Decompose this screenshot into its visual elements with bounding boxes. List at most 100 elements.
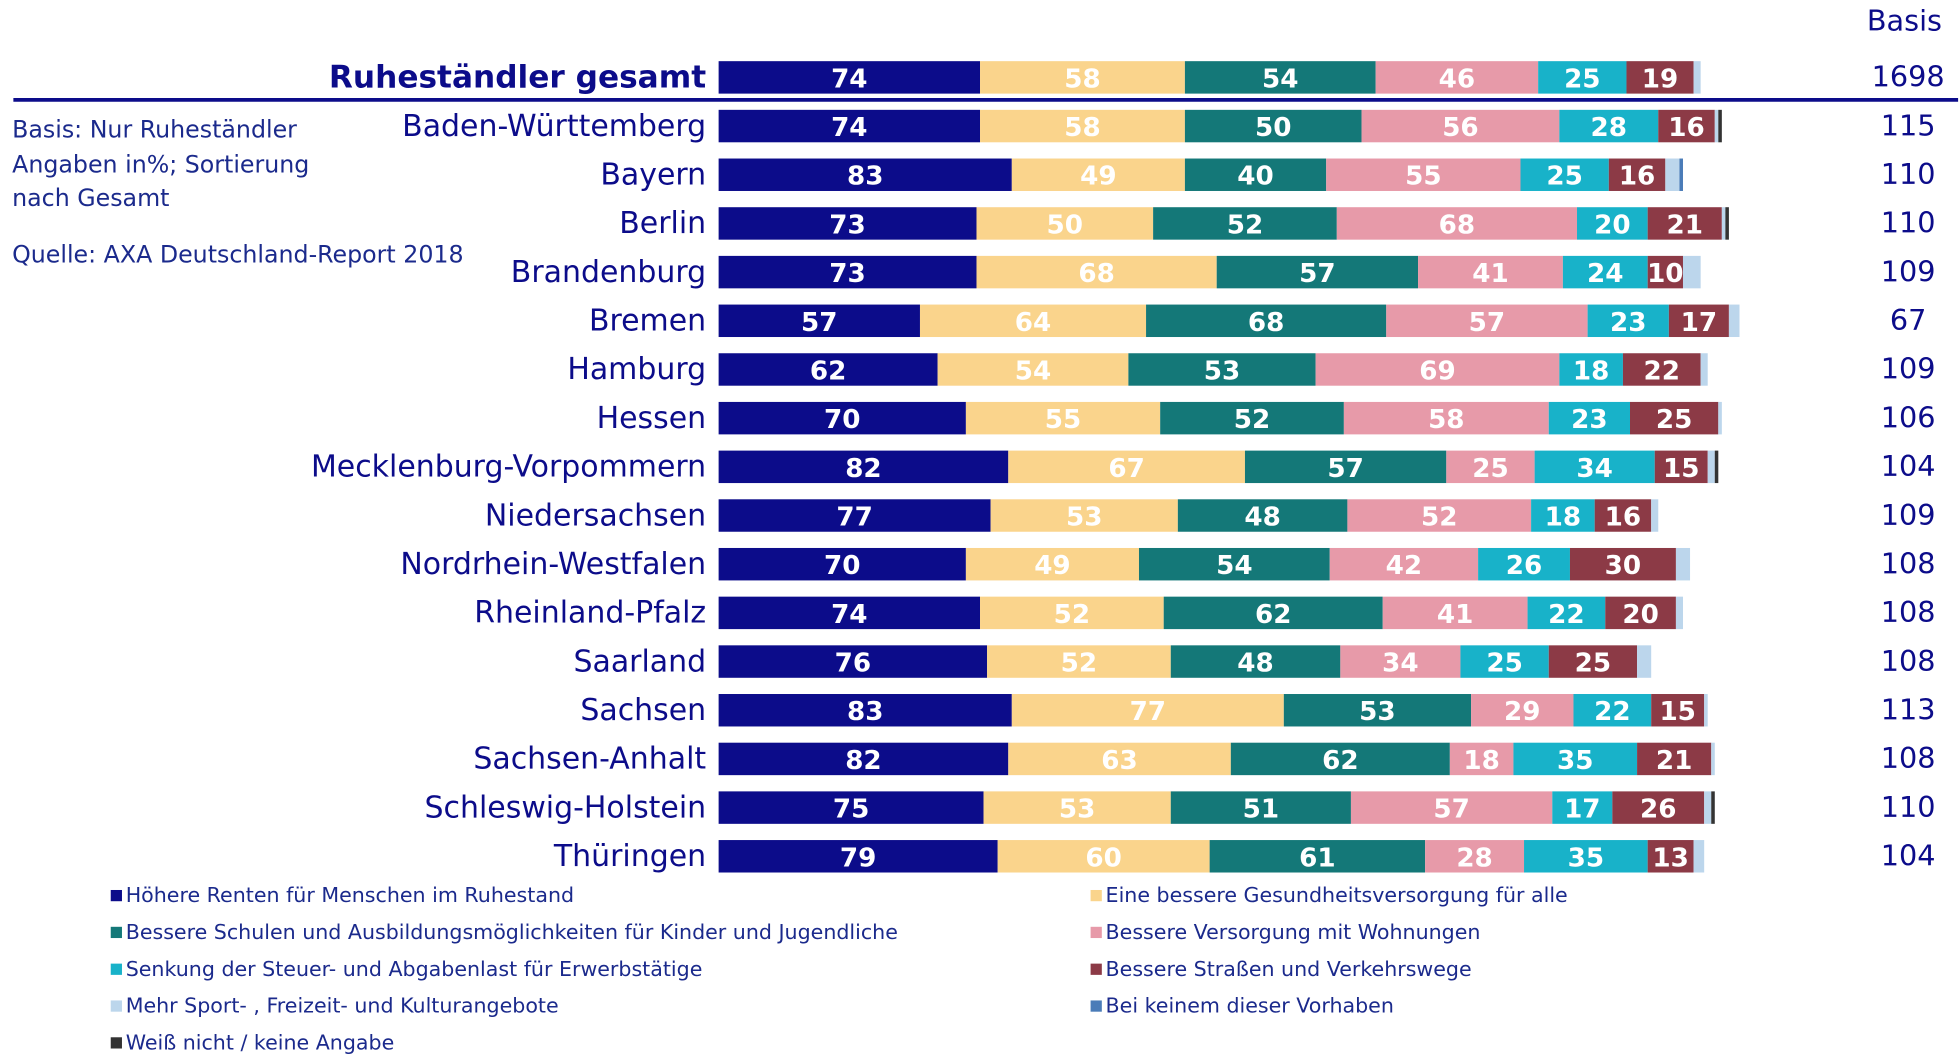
- bar-segment: [1230, 742, 1450, 776]
- value-label: 52: [1227, 210, 1263, 240]
- value-label: 62: [1322, 746, 1358, 776]
- bar-segment: [1128, 353, 1316, 386]
- basis-value: 110: [1881, 157, 1936, 191]
- bar-segment: [1728, 304, 1740, 338]
- value-label: 77: [836, 503, 872, 533]
- value-label: 54: [1262, 64, 1298, 94]
- value-label: 28: [1456, 843, 1492, 873]
- value-label: 73: [829, 259, 865, 289]
- value-label: 53: [1359, 697, 1395, 727]
- value-label: 79: [840, 843, 876, 873]
- basis-value: 108: [1881, 644, 1936, 678]
- value-label: 24: [1587, 259, 1623, 289]
- bar-segment: [1343, 401, 1549, 435]
- bar-segment: [1714, 450, 1719, 484]
- value-label: 48: [1237, 649, 1273, 679]
- value-label: 56: [1442, 113, 1478, 143]
- bar-segment: [1704, 791, 1712, 824]
- value-label: 16: [1605, 503, 1641, 533]
- bar-segment: [1651, 499, 1659, 532]
- legend-label: Weiß nicht / keine Angabe: [126, 1031, 395, 1055]
- legend-swatch: [1090, 889, 1102, 902]
- value-label: 70: [824, 405, 860, 435]
- value-label: 77: [1130, 697, 1166, 727]
- note: Quelle: AXA Deutschland-Report 2018: [12, 240, 463, 268]
- basis-value: 115: [1881, 108, 1936, 142]
- bar-segment: [965, 401, 1161, 435]
- basis-value: 106: [1881, 400, 1936, 434]
- value-label: 58: [1064, 113, 1100, 143]
- bar-segment: [1675, 547, 1691, 581]
- bar-segment: [1527, 596, 1606, 630]
- category-label: Rheinland-Pfalz: [474, 596, 706, 631]
- value-label: 49: [1034, 551, 1070, 581]
- bar-segment: [1538, 61, 1627, 94]
- bar-segment: [1573, 694, 1652, 727]
- bar-segment: [1693, 840, 1705, 873]
- value-label: 53: [1066, 503, 1102, 533]
- bar-segment: [1569, 547, 1676, 581]
- bar-segment: [1665, 158, 1680, 191]
- value-label: 15: [1663, 454, 1699, 484]
- bar-segment: [1562, 255, 1648, 289]
- value-label: 52: [1421, 503, 1457, 533]
- value-label: 48: [1244, 503, 1280, 533]
- value-label: 61: [1299, 843, 1335, 873]
- category-label: Hessen: [597, 401, 707, 436]
- bar-segment: [997, 840, 1210, 873]
- bar-segment: [1170, 645, 1341, 678]
- value-label: 57: [1327, 454, 1363, 484]
- bar-segment: [1552, 791, 1613, 824]
- value-label: 23: [1610, 308, 1646, 338]
- bar-segment: [1008, 742, 1231, 776]
- value-label: 22: [1594, 697, 1630, 727]
- value-label: 25: [1575, 649, 1611, 679]
- basis-value: 109: [1881, 498, 1936, 532]
- bar-segment: [1008, 450, 1245, 484]
- category-label: Nordrhein-Westfalen: [400, 547, 706, 582]
- bar-segment: [1011, 158, 1185, 191]
- bar-segment: [1668, 304, 1729, 338]
- value-label: 50: [1255, 113, 1291, 143]
- bar-segment: [718, 547, 966, 581]
- value-label: 49: [1080, 162, 1116, 192]
- value-label: 68: [1248, 308, 1284, 338]
- value-label: 83: [847, 697, 883, 727]
- value-label: 25: [1564, 64, 1600, 94]
- basis-title: Basis: [1867, 3, 1942, 37]
- bar-segment: [1725, 207, 1729, 240]
- bar-segment: [718, 401, 966, 435]
- basis-value: 113: [1881, 692, 1936, 726]
- category-label: Bayern: [600, 157, 706, 192]
- value-label: 52: [1061, 649, 1097, 679]
- bar-segment: [1559, 353, 1623, 386]
- category-label: Niedersachsen: [485, 498, 706, 533]
- bar-segment: [1718, 401, 1722, 435]
- value-label: 63: [1101, 746, 1137, 776]
- category-label: Baden-Württemberg: [402, 109, 706, 144]
- bar-segment: [718, 742, 1009, 776]
- bar-segment: [976, 207, 1154, 240]
- bar-segment: [1718, 109, 1722, 143]
- category-label: Bremen: [589, 304, 706, 339]
- basis-value: 109: [1881, 352, 1936, 386]
- bar-segment: [1184, 61, 1376, 94]
- legend-label: Mehr Sport- , Freizeit- und Kulturangebo…: [126, 994, 559, 1018]
- legend-swatch: [110, 889, 122, 902]
- bar-segment: [1513, 742, 1638, 776]
- basis-value: 110: [1881, 206, 1936, 240]
- note: nach Gesamt: [12, 184, 169, 212]
- bar-segment: [1375, 61, 1539, 94]
- value-label: 57: [1299, 259, 1335, 289]
- bar-segment: [980, 109, 1185, 143]
- bar-segment: [1630, 401, 1719, 435]
- category-label: Saarland: [573, 644, 706, 679]
- value-label: 50: [1047, 210, 1083, 240]
- bar-segment: [1478, 547, 1570, 581]
- bar-segment: [718, 450, 1009, 484]
- category-label: Brandenburg: [511, 255, 706, 290]
- value-label: 57: [1433, 795, 1469, 825]
- bar-segment: [718, 596, 981, 630]
- bar-segment: [1548, 645, 1638, 678]
- value-label: 73: [829, 210, 865, 240]
